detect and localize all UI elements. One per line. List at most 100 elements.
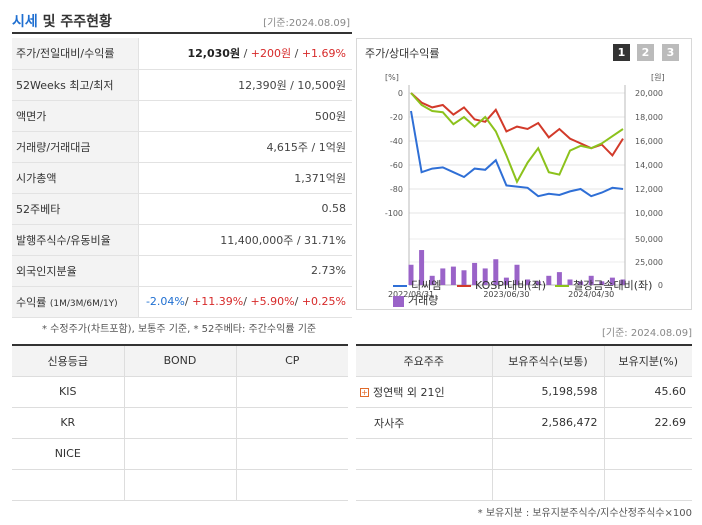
credit-rating-table: 신용등급 BOND CP KIS KR NICE: [12, 344, 348, 501]
row-value: 4,615주 / 1억원: [138, 131, 352, 163]
column-header: BOND: [124, 344, 237, 377]
cp-cell: [236, 438, 348, 470]
column-header: CP: [236, 344, 348, 377]
left-tick-label: 0: [398, 89, 403, 98]
row-value: 12,030원 / +200원 / +1.69%: [138, 38, 352, 70]
table-row: [12, 469, 348, 501]
holders-reference-date: [기준: 2024.08.09]: [601, 328, 692, 339]
volume-bar: [620, 279, 626, 285]
table-row: KR: [12, 407, 348, 439]
bond-cell: [124, 376, 237, 408]
volume-bar: [546, 275, 552, 285]
shares-cell: 2,586,472: [492, 407, 605, 439]
holder-name-cell: [356, 469, 493, 501]
bond-cell: [124, 438, 237, 470]
right-tick-label: 10,000: [635, 209, 663, 218]
volume-bar: [556, 272, 562, 285]
bond-cell: [124, 469, 237, 501]
column-header: 보유주식수(보통): [492, 344, 605, 377]
holders-footnote: * 보유지분 : 보유지분주식수/지수산정주식수×100: [477, 508, 692, 519]
section-header: 시세 및 주주현황 [기준:2024.08.09]: [12, 8, 352, 34]
volume-bar: [482, 268, 488, 285]
right-tick-label: 16,000: [635, 137, 663, 146]
chart-panel: 주가/상대수익률 1 2 3 [%] [원] 0 -20 -40 -60 -80 -100…: [356, 38, 692, 310]
relative-return-series-line: [410, 92, 624, 158]
left-tick-label: -20: [390, 113, 403, 122]
volume-bar: [419, 250, 425, 285]
holder-name-cell[interactable]: + 정연택 외 21인: [356, 376, 493, 408]
table-row: 52주베타 0.58: [12, 193, 352, 225]
table-row: 발행주식수/유동비율 11,400,000주 / 31.71%: [12, 224, 352, 256]
left-tick-label: -80: [390, 185, 403, 194]
volume-bar: [525, 279, 531, 285]
section-title: 시세 및 주주현황: [12, 14, 112, 30]
holder-name-cell: [356, 438, 493, 470]
row-label: 시가총액: [12, 162, 139, 194]
volume-bar: [609, 277, 615, 285]
table-row: 주가/전일대비/수익률 12,030원 / +200원 / +1.69%: [12, 38, 352, 70]
x-tick-label: 2022/08/31: [388, 290, 434, 299]
row-value: 12,390원 / 10,500원: [138, 69, 352, 101]
volume-bar: [588, 275, 594, 285]
agency-cell: KR: [12, 407, 125, 439]
row-label: 주가/전일대비/수익률: [12, 38, 139, 70]
volume-tick-label: 50,000: [635, 235, 663, 244]
reference-date: [기준:2024.08.09]: [263, 18, 350, 29]
right-unit-label: [원]: [651, 73, 665, 82]
row-value: 500원: [138, 100, 352, 132]
legend-swatch: [393, 295, 404, 307]
bond-cell: [124, 407, 237, 439]
right-tick-label: 20,000: [635, 89, 663, 98]
chart-grid: [409, 92, 625, 286]
price-chart: [%] [원] 0 -20 -40 -60 -80 -100 20,000 18,000 16,…: [385, 73, 665, 299]
chart-page-1-button[interactable]: 1: [613, 44, 630, 61]
agency-cell: [12, 469, 125, 501]
row-value: 2.73%: [138, 255, 352, 287]
table-row: 시가총액 1,371억원: [12, 162, 352, 194]
volume-bar: [440, 268, 446, 285]
chart-page-3-button[interactable]: 3: [662, 44, 679, 61]
volume-bar: [514, 264, 520, 285]
table-header-row: 신용등급 BOND CP: [12, 344, 348, 377]
row-label: 액면가: [12, 100, 139, 132]
shares-cell: [492, 438, 605, 470]
row-label: 52Weeks 최고/최저: [12, 69, 139, 101]
row-label: 거래량/거래대금: [12, 131, 139, 163]
volume-bar: [429, 275, 435, 285]
x-tick-label: 2023/06/30: [483, 290, 529, 299]
right-tick-label: 14,000: [635, 161, 663, 170]
relative-return-series-line: [410, 92, 624, 185]
volume-bars: [408, 250, 626, 285]
agency-cell: KIS: [12, 376, 125, 408]
table-row: KIS: [12, 376, 348, 408]
table-row: 거래량/거래대금 4,615주 / 1억원: [12, 131, 352, 163]
price-series-line: [410, 110, 624, 198]
volume-bar: [599, 281, 605, 285]
chart-title: 주가/상대수익률: [365, 47, 440, 60]
legend-swatch: [393, 285, 407, 287]
cp-cell: [236, 469, 348, 501]
right-tick-label: 12,000: [635, 185, 663, 194]
table-row: 수익률 (1M/3M/6M/1Y) -2.04%/ +11.39%/ +5.90…: [12, 286, 352, 318]
volume-bar: [461, 270, 467, 285]
column-header: 주요주주: [356, 344, 493, 377]
chart-page-2-button[interactable]: 2: [637, 44, 654, 61]
table-row: NICE: [12, 438, 348, 470]
row-value: 0.58: [138, 193, 352, 225]
pct-cell: 22.69: [604, 407, 692, 439]
series-lines: [410, 92, 624, 198]
row-value: 1,371억원: [138, 162, 352, 194]
legend-swatch: [457, 285, 471, 287]
volume-bar: [535, 281, 541, 285]
expand-plus-icon[interactable]: +: [360, 388, 369, 397]
table-row: 자사주 2,586,472 22.69: [356, 407, 692, 439]
holder-name-cell: 자사주: [356, 407, 493, 439]
table-header-row: 주요주주 보유주식수(보통) 보유지분(%): [356, 344, 692, 377]
table-row: 액면가 500원: [12, 100, 352, 132]
volume-bar: [408, 264, 414, 285]
row-value: 11,400,000주 / 31.71%: [138, 224, 352, 256]
shares-cell: [492, 469, 605, 501]
table-row: + 정연택 외 21인 5,198,598 45.60: [356, 376, 692, 408]
cp-cell: [236, 407, 348, 439]
pct-cell: [604, 438, 692, 470]
